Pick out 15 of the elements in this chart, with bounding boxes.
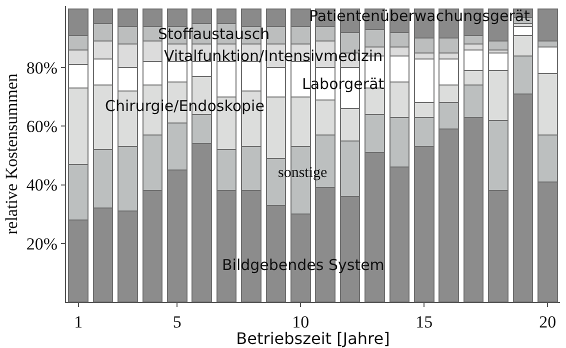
y-tick-label: 20%	[26, 234, 58, 254]
x-tick-label: 20	[539, 312, 556, 332]
y-tick-label: 60%	[26, 117, 58, 136]
y-tick-label: 80%	[26, 58, 58, 78]
series-label: sonstige	[278, 165, 328, 181]
series-label: Vitalfunktion/Intensivmedizin	[164, 47, 383, 65]
y-axis-title: relative Kostensummen	[2, 73, 21, 234]
x-tick-label: 10	[292, 312, 310, 332]
series-label: Stoffaustausch	[158, 25, 270, 43]
x-tick-label: 15	[416, 312, 433, 332]
series-label: Chirurgie/Endoskopie	[105, 97, 264, 115]
x-axis-title: Betriebszeit [Jahre]	[236, 329, 390, 348]
x-tick-label: 5	[172, 312, 182, 332]
y-tick-label: 40%	[26, 176, 58, 195]
x-tick-label: 1	[74, 312, 83, 332]
